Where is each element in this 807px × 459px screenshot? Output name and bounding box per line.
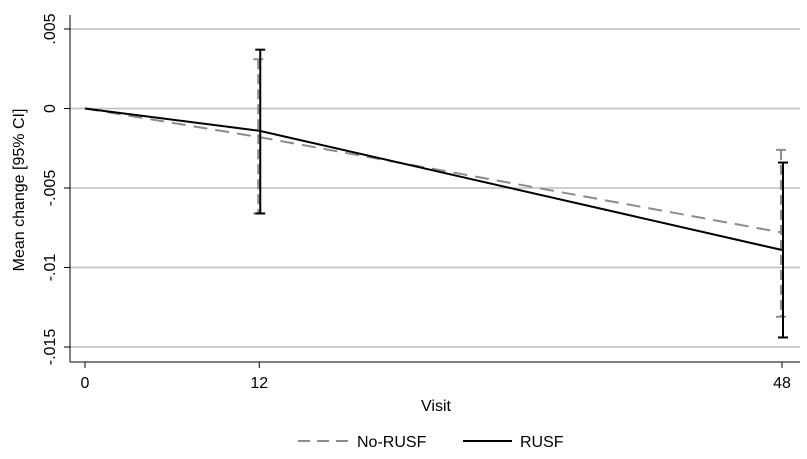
y-axis-title: Mean change [95% CI]	[11, 109, 28, 272]
series-line-rusf	[84, 107, 783, 251]
y-tick-label-0: .005	[42, 13, 59, 44]
x-axis-title: Visit	[421, 398, 451, 415]
axes-layer: .005 0 -.005 -.01 -.015 0 12 48	[42, 13, 800, 392]
legend: No-RUSF RUSF	[298, 434, 564, 451]
y-tick-label-1: 0	[42, 104, 59, 113]
legend-label-rusf: RUSF	[520, 434, 564, 451]
y-tick-label-4: -.015	[42, 329, 59, 366]
x-tick-label-1: 12	[250, 375, 268, 392]
legend-label-no-rusf: No-RUSF	[357, 434, 427, 451]
errorbar-rusf-2	[778, 161, 788, 339]
y-tick-label-3: -.01	[42, 254, 59, 282]
x-tick-label-0: 0	[81, 375, 90, 392]
errorbar-no-rusf-1	[253, 58, 264, 215]
grid-layer	[70, 28, 800, 348]
x-tick-label-2: 48	[773, 375, 791, 392]
series-layer	[84, 48, 788, 339]
y-tick-label-2: -.005	[42, 170, 59, 207]
